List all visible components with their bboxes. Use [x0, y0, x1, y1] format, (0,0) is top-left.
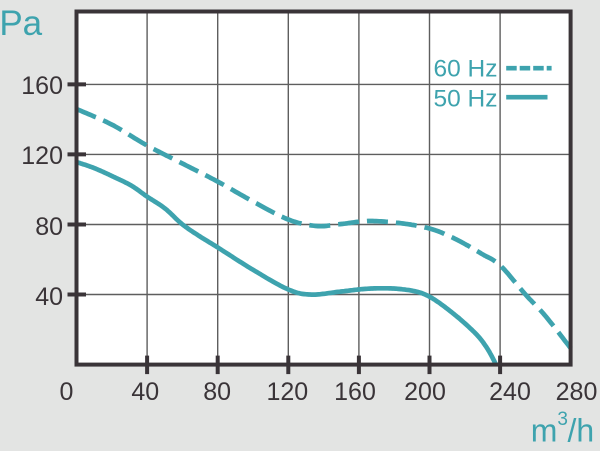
svg-text:280: 280: [556, 378, 598, 406]
svg-text:200: 200: [404, 378, 446, 406]
svg-text:/h: /h: [568, 413, 595, 449]
svg-text:80: 80: [203, 378, 231, 406]
svg-text:80: 80: [35, 213, 63, 241]
svg-text:Pa: Pa: [0, 4, 43, 43]
svg-text:60 Hz: 60 Hz: [433, 55, 497, 82]
svg-text:m: m: [531, 413, 558, 449]
svg-text:120: 120: [21, 142, 63, 170]
svg-text:160: 160: [334, 378, 376, 406]
svg-text:3: 3: [557, 409, 568, 430]
svg-text:160: 160: [21, 72, 63, 100]
svg-text:240: 240: [489, 378, 531, 406]
svg-text:0: 0: [60, 378, 74, 406]
svg-text:40: 40: [35, 283, 63, 311]
svg-text:40: 40: [131, 378, 159, 406]
svg-text:50 Hz: 50 Hz: [433, 85, 497, 112]
svg-text:120: 120: [266, 378, 308, 406]
